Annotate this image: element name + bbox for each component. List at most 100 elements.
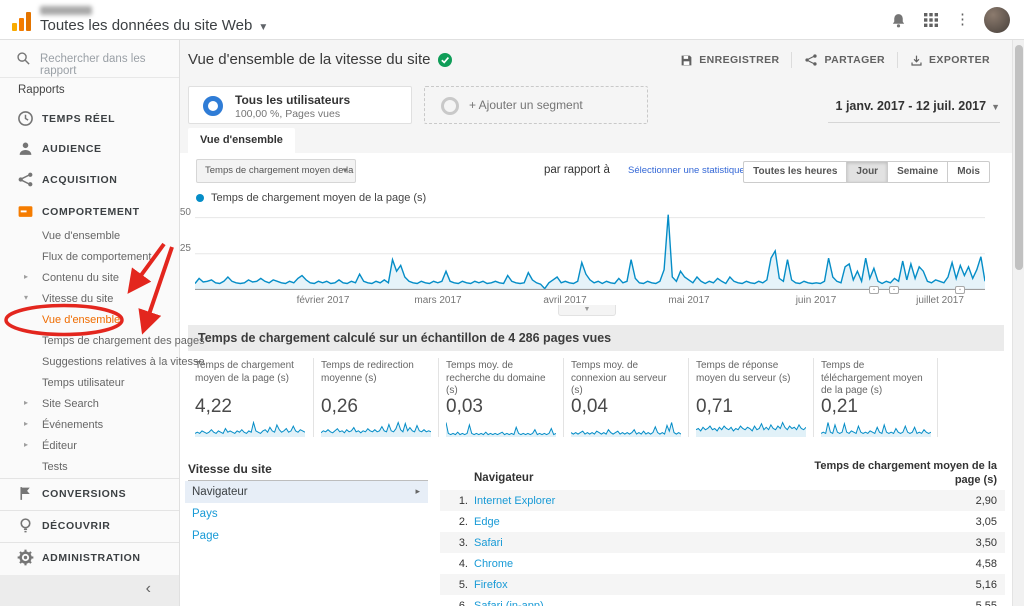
sidebar-item-vitesse-du-site[interactable]: ▾ Vitesse du site <box>24 293 114 305</box>
annotation-marker[interactable]: ▪ <box>955 286 965 294</box>
y-axis-label: 25 <box>179 242 191 254</box>
browser-link[interactable]: Safari <box>474 537 503 549</box>
apps-grid-icon[interactable] <box>923 12 941 30</box>
kebab-menu-icon[interactable]: ⋮ <box>955 11 970 28</box>
expand-caret-icon: ▸ <box>24 419 29 428</box>
sidebar-item-acquisition[interactable]: ACQUISITION <box>0 169 179 193</box>
metric-sparkline <box>696 421 806 437</box>
annotation-marker[interactable]: ▪ <box>869 286 879 294</box>
sidebar-item-evenements[interactable]: ▸ Événements <box>24 419 104 431</box>
clock-icon <box>17 110 34 127</box>
sidebar-item-temps-reel[interactable]: TEMPS RÉEL <box>0 108 179 132</box>
save-icon <box>681 55 692 65</box>
save-button[interactable]: ENREGISTRER <box>668 54 791 67</box>
metric-sparkline <box>571 422 681 437</box>
sidebar-item-audience[interactable]: AUDIENCE <box>0 138 179 162</box>
x-axis-labels: février 2017 mars 2017 avril 2017 mai 2017 j… <box>195 295 985 308</box>
tab-vue-densemble[interactable]: Vue d'ensemble <box>188 128 295 153</box>
expand-caret-icon: ▸ <box>24 440 29 449</box>
sidebar-item-contenu-du-site[interactable]: ▸ Contenu du site <box>24 272 120 284</box>
metric-dropdown[interactable]: Temps de chargement moyen de la page (s)… <box>196 159 356 183</box>
collapse-chevron-icon[interactable]: ‹ <box>145 580 151 597</box>
site-speed-line-chart[interactable] <box>194 206 986 291</box>
expand-caret-icon: ▸ <box>24 398 29 407</box>
chevron-down-icon: ▼ <box>991 102 1000 112</box>
flag-icon <box>17 485 34 502</box>
search-input[interactable]: Rechercher dans les rapport <box>0 40 179 78</box>
dimension-pays-link[interactable]: Pays <box>192 508 218 520</box>
divider <box>0 510 179 511</box>
annotation-markers: ▪ ▪ ▪ <box>195 286 985 294</box>
date-range-selector[interactable]: 1 janv. 2017 - 12 juil. 2017 ▼ <box>828 97 1000 123</box>
sidebar-item-temps-de-chargement-des-pages[interactable]: Temps de chargement des pages <box>42 335 205 347</box>
person-icon <box>17 140 34 157</box>
sidebar-item-temps-utilisateur[interactable]: Temps utilisateur <box>42 377 125 389</box>
scrollbar-thumb[interactable] <box>1015 45 1023 270</box>
divider <box>188 480 428 481</box>
sidebar-item-decouvrir[interactable]: DÉCOUVRIR <box>0 515 179 539</box>
sidebar-item-tests[interactable]: Tests <box>42 461 68 473</box>
browser-link[interactable]: Edge <box>474 516 500 528</box>
granularity-toutes-les-heures[interactable]: Toutes les heures <box>753 166 838 177</box>
table-row: 3. Safari 3,50 <box>440 532 1005 553</box>
sidebar-item-editeur[interactable]: ▸ Éditeur <box>24 440 77 452</box>
sidebar-item-conversions[interactable]: CONVERSIONS <box>0 483 179 507</box>
metric-card[interactable]: Temps de redirection moyenne (s) 0,26 <box>313 358 438 437</box>
sidebar-item-flux-de-comportement[interactable]: Flux de comportement <box>42 251 152 263</box>
metric-card[interactable]: Temps de téléchargement moyen de la page… <box>813 358 938 437</box>
page-title: Vue d'ensemble de la vitesse du site <box>188 51 431 68</box>
sidebar-item-vitesse-vue-densemble-active[interactable]: Vue d'ensemble <box>42 314 121 326</box>
timeline-chart: 25 50 février 2017 mars 2017 avril 2017 mai … <box>180 206 986 306</box>
search-placeholder: Rechercher dans les rapport <box>40 53 146 77</box>
user-avatar[interactable] <box>984 7 1010 33</box>
metric-card[interactable]: Temps moy. de recherche du domaine (s) 0… <box>438 358 563 437</box>
export-button[interactable]: EXPORTER <box>898 54 1002 67</box>
y-axis-label: 50 <box>179 206 191 218</box>
granularity-mois[interactable]: Mois <box>947 162 989 182</box>
segment-all-users[interactable]: Tous les utilisateurs 100,00 %, Pages vu… <box>188 86 412 124</box>
sidebar-item-suggestions-vitesse[interactable]: Suggestions relatives à la vitesse <box>42 356 205 368</box>
select-statistic-link[interactable]: Sélectionner une statistique <box>628 165 745 176</box>
sidebar-footer: ‹ <box>0 575 179 606</box>
annotations-expander[interactable]: ▼ <box>558 305 616 316</box>
analytics-logo-icon[interactable] <box>12 9 34 31</box>
notifications-icon[interactable] <box>890 12 908 30</box>
granularity-jour-active[interactable]: Jour <box>846 162 888 182</box>
vertical-scrollbar[interactable] <box>1012 40 1024 606</box>
sidebar-item-administration[interactable]: ADMINISTRATION <box>0 547 179 571</box>
metric-card[interactable]: Temps de chargement moyen de la page (s)… <box>188 358 313 437</box>
metric-sparkline <box>195 421 305 437</box>
browser-link[interactable]: Safari (in-app) <box>474 600 544 606</box>
table-row: 1. Internet Explorer 2,90 <box>440 490 1005 511</box>
main-content: Vue d'ensemble de la vitesse du site ENR… <box>180 40 1012 606</box>
metric-card[interactable]: Temps moy. de connexion au serveur (s) 0… <box>563 358 688 437</box>
add-segment-button[interactable]: + Ajouter un segment <box>424 86 648 124</box>
sidebar-item-site-search[interactable]: ▸ Site Search <box>24 398 99 410</box>
view-selector[interactable]: Toutes les données du site Web ▼ <box>40 17 269 34</box>
search-icon <box>17 52 30 65</box>
divider <box>897 52 899 68</box>
browser-link[interactable]: Firefox <box>474 579 508 591</box>
browser-link[interactable]: Internet Explorer <box>474 495 556 507</box>
x-axis-label: mai 2017 <box>668 295 710 306</box>
divider <box>0 478 179 479</box>
dimension-navigateur-selected[interactable]: Navigateur ▸ <box>185 481 428 503</box>
empty-segment-ring-icon <box>441 97 459 115</box>
topbar: Toutes les données du site Web ▼ ⋮ <box>0 0 1024 40</box>
sidebar-item-vue-densemble[interactable]: Vue d'ensemble <box>42 230 121 242</box>
dimension-page-link[interactable]: Page <box>192 530 219 542</box>
chart-legend: Temps de chargement moyen de la page (s) <box>196 192 426 204</box>
divider <box>791 52 793 68</box>
granularity-semaine[interactable]: Semaine <box>887 162 947 182</box>
table-row: 6. Safari (in-app) 5,55 <box>440 595 1005 606</box>
vs-label: par rapport à <box>544 164 610 176</box>
annotation-marker[interactable]: ▪ <box>889 286 899 294</box>
share-button[interactable]: PARTAGER <box>792 53 897 67</box>
lightbulb-icon <box>17 517 34 534</box>
metric-sparkline <box>821 421 931 437</box>
sidebar-item-comportement[interactable]: COMPORTEMENT <box>0 201 179 225</box>
browser-link[interactable]: Chrome <box>474 558 514 570</box>
metric-card[interactable]: Temps de réponse moyen du serveur (s) 0,… <box>688 358 813 437</box>
metric-cards: Temps de chargement moyen de la page (s)… <box>188 358 938 437</box>
metric-sparkline <box>446 422 556 437</box>
